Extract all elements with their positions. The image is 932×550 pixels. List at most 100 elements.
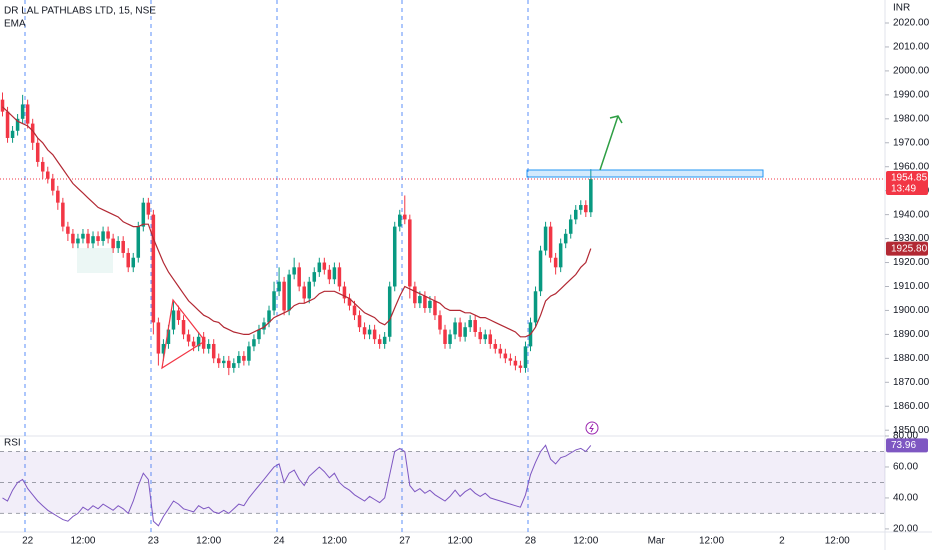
candle-body (418, 296, 422, 304)
candle-body (367, 329, 372, 335)
candle-body (372, 329, 377, 340)
y-tick-label: 2000.00 (893, 66, 930, 77)
y-tick-label: 1990.00 (893, 89, 930, 100)
candle-body (357, 315, 362, 328)
ema-value-label: 1925.80 (891, 243, 928, 254)
candle-body (327, 269, 332, 280)
rsi-tick-label: 20.00 (893, 524, 918, 535)
ema-legend: EMA (4, 19, 26, 30)
candle-body (181, 320, 186, 335)
candle-body (81, 233, 85, 239)
candle-body (433, 300, 437, 316)
candle-body (458, 322, 462, 337)
candle-body (51, 178, 55, 191)
alert-icon-bolt (589, 423, 594, 433)
candle-body (423, 296, 427, 309)
candle-body (40, 161, 45, 172)
y-tick-label: 1890.00 (893, 329, 930, 340)
candle-body (337, 267, 342, 287)
candle-body (267, 310, 271, 323)
marks (0, 92, 885, 527)
candle-body (76, 238, 80, 244)
candle-body (25, 104, 30, 124)
x-tick-label: 23 (148, 536, 160, 547)
candle-body (317, 262, 322, 273)
candle-body (211, 343, 216, 359)
x-tick-label: 22 (22, 536, 34, 547)
triangle-drawing (161, 298, 206, 370)
candle-body (156, 322, 161, 354)
candle-body (91, 236, 95, 244)
countdown-label: 13:49 (891, 184, 916, 195)
candle-body (151, 214, 156, 323)
candle-body (171, 310, 176, 330)
candle-body (302, 286, 306, 299)
x-tick-label: 12:00 (573, 536, 598, 547)
y-tick-label: 1850.00 (893, 425, 930, 436)
candle-body (186, 334, 191, 342)
candle-body (116, 240, 120, 249)
x-tick-label: 12:00 (322, 536, 347, 547)
candle-body (15, 118, 20, 131)
y-tick-label: 1930.00 (893, 233, 930, 244)
x-tick-label: 2 (779, 536, 785, 547)
candle-body (111, 238, 115, 249)
candle-body (377, 339, 382, 344)
currency-label: INR (893, 3, 910, 14)
candle-body (196, 336, 201, 347)
candle-body (513, 360, 518, 366)
candle-body (523, 346, 528, 368)
candle-body (553, 257, 558, 268)
candle-body (287, 274, 291, 311)
rsi-tick-label: 80.00 (893, 431, 918, 442)
rsi-value-label: 73.96 (891, 440, 916, 451)
candle-body (463, 327, 467, 337)
rsi-legend: RSI (4, 438, 21, 449)
candle-body (387, 286, 392, 337)
candle-body (35, 142, 40, 162)
candle-body (66, 226, 70, 234)
y-tick-label: 1880.00 (893, 353, 930, 364)
candle-body (403, 214, 407, 220)
candle-body (408, 219, 412, 287)
candle-body (493, 343, 498, 349)
candle-body (141, 202, 146, 227)
candle-body (272, 291, 276, 311)
candle-body (242, 355, 246, 361)
arrow-shaft (599, 115, 619, 171)
candle-body (262, 322, 266, 330)
candle-body (292, 267, 296, 275)
x-tick-label: 12:00 (70, 536, 95, 547)
candle-body (443, 329, 447, 344)
y-tick-label: 1920.00 (893, 257, 930, 268)
candle-body (538, 250, 543, 292)
candle-body (307, 281, 312, 299)
candle-body (201, 336, 206, 349)
arrow-head (609, 115, 623, 124)
ema-line (2, 106, 592, 338)
rsi-line (2, 444, 592, 527)
candle-body (121, 240, 125, 253)
x-tick-label: Mar (648, 536, 666, 547)
y-tick-label: 1940.00 (893, 209, 930, 220)
last-price-box (886, 171, 928, 196)
y-tick-label: 1970.00 (893, 137, 930, 148)
candle-body (392, 226, 397, 287)
candle-body (106, 231, 110, 239)
candle-body (166, 329, 171, 344)
candle-body (483, 334, 488, 340)
candle-body (543, 226, 548, 251)
candle-body (584, 205, 588, 213)
x-tick-label: 24 (274, 536, 286, 547)
candle-body (589, 179, 593, 213)
candle-body (382, 336, 387, 344)
candle-body (176, 310, 181, 321)
y-tick-label: 1980.00 (893, 113, 930, 124)
candle-body (101, 231, 105, 241)
candle-body (222, 360, 226, 364)
candle-body (579, 205, 583, 210)
resistance-zone (526, 169, 764, 178)
candle-body (563, 233, 568, 244)
